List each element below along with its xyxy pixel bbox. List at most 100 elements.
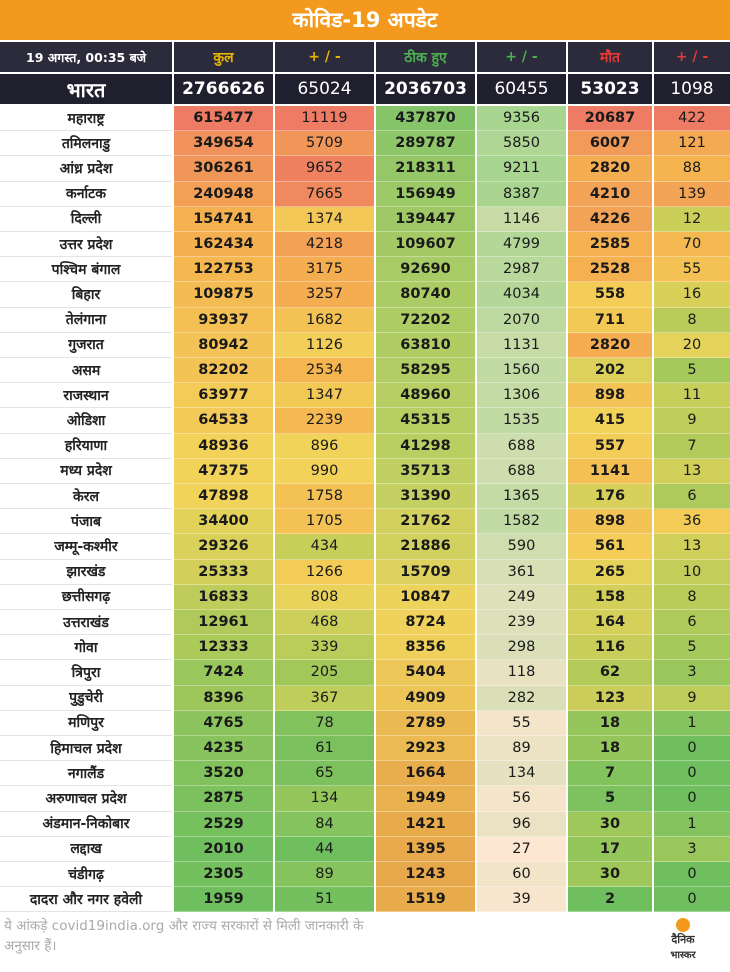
cell-recovered-change: 239 bbox=[477, 610, 566, 636]
cell-deaths: 164 bbox=[568, 610, 652, 636]
cell-total-change: 468 bbox=[275, 610, 374, 636]
cell-deaths-change: 1 bbox=[654, 710, 730, 736]
cell-deaths-change: 139 bbox=[654, 181, 730, 207]
state-name: हरियाणा bbox=[0, 433, 172, 459]
cell-total-change: 2534 bbox=[275, 358, 374, 384]
cell-recovered: 218311 bbox=[376, 156, 475, 182]
cell-total-change: 9652 bbox=[275, 156, 374, 182]
header-recovered-change: + / - bbox=[477, 42, 566, 72]
cell-deaths: 2820 bbox=[568, 156, 652, 182]
table-row: गुजरात 80942 1126 63810 1131 2820 20 bbox=[0, 332, 730, 358]
cell-total: 2010 bbox=[174, 836, 273, 862]
cell-deaths-change: 3 bbox=[654, 660, 730, 686]
cell-deaths-change: 13 bbox=[654, 534, 730, 560]
cell-recovered: 21886 bbox=[376, 534, 475, 560]
india-deaths: 53023 bbox=[568, 74, 652, 104]
table-row: मणिपुर 4765 78 2789 55 18 1 bbox=[0, 710, 730, 736]
table-row: ओडिशा 64533 2239 45315 1535 415 9 bbox=[0, 408, 730, 434]
cell-deaths: 30 bbox=[568, 862, 652, 888]
cell-recovered-change: 9211 bbox=[477, 156, 566, 182]
header-deaths-change: + / - bbox=[654, 42, 730, 72]
cell-total-change: 51 bbox=[275, 887, 374, 913]
cell-total: 4765 bbox=[174, 710, 273, 736]
table-row: अंडमान-निकोबार 2529 84 1421 96 30 1 bbox=[0, 811, 730, 837]
cell-recovered-change: 1560 bbox=[477, 358, 566, 384]
cell-deaths-change: 20 bbox=[654, 332, 730, 358]
page-title: कोविड-19 अपडेट bbox=[0, 0, 730, 40]
cell-deaths-change: 9 bbox=[654, 685, 730, 711]
cell-total-change: 7665 bbox=[275, 181, 374, 207]
cell-deaths: 4226 bbox=[568, 206, 652, 232]
table-row: आंध्र प्रदेश 306261 9652 218311 9211 2820 88 bbox=[0, 156, 730, 182]
cell-deaths: 415 bbox=[568, 408, 652, 434]
cell-deaths: 62 bbox=[568, 660, 652, 686]
cell-deaths: 5 bbox=[568, 786, 652, 812]
cell-recovered: 15709 bbox=[376, 559, 475, 585]
cell-total: 2529 bbox=[174, 811, 273, 837]
cell-recovered: 8724 bbox=[376, 610, 475, 636]
cell-deaths: 4210 bbox=[568, 181, 652, 207]
cell-deaths-change: 0 bbox=[654, 736, 730, 762]
table-row: हिमाचल प्रदेश 4235 61 2923 89 18 0 bbox=[0, 736, 730, 762]
header-recovered: ठीक हुए bbox=[376, 42, 475, 72]
cell-total: 1959 bbox=[174, 887, 273, 913]
cell-recovered-change: 55 bbox=[477, 710, 566, 736]
table-row: लद्दाख 2010 44 1395 27 17 3 bbox=[0, 836, 730, 862]
cell-total-change: 134 bbox=[275, 786, 374, 812]
cell-recovered: 139447 bbox=[376, 206, 475, 232]
cell-recovered: 45315 bbox=[376, 408, 475, 434]
cell-total: 2305 bbox=[174, 862, 273, 888]
state-name: केरल bbox=[0, 484, 172, 510]
cell-recovered: 1519 bbox=[376, 887, 475, 913]
cell-recovered: 92690 bbox=[376, 257, 475, 283]
cell-recovered-change: 27 bbox=[477, 836, 566, 862]
table-row: चंडीगढ़ 2305 89 1243 60 30 0 bbox=[0, 862, 730, 888]
state-name: राजस्थान bbox=[0, 383, 172, 409]
cell-total: 34400 bbox=[174, 509, 273, 535]
state-name: ओडिशा bbox=[0, 408, 172, 434]
cell-deaths: 265 bbox=[568, 559, 652, 585]
cell-total: 109875 bbox=[174, 282, 273, 308]
cell-deaths-change: 36 bbox=[654, 509, 730, 535]
state-name: पश्चिम बंगाल bbox=[0, 257, 172, 283]
india-name: भारत bbox=[0, 74, 172, 104]
cell-recovered: 41298 bbox=[376, 433, 475, 459]
cell-deaths: 123 bbox=[568, 685, 652, 711]
cell-deaths: 116 bbox=[568, 635, 652, 661]
cell-deaths-change: 3 bbox=[654, 836, 730, 862]
state-name: उत्तराखंड bbox=[0, 610, 172, 636]
cell-total-change: 4218 bbox=[275, 232, 374, 258]
table-row: नगालैंड 3520 65 1664 134 7 0 bbox=[0, 761, 730, 787]
cell-total-change: 78 bbox=[275, 710, 374, 736]
cell-deaths-change: 70 bbox=[654, 232, 730, 258]
state-name: गुजरात bbox=[0, 332, 172, 358]
state-name: चंडीगढ़ bbox=[0, 862, 172, 888]
cell-deaths: 2528 bbox=[568, 257, 652, 283]
table-row: बिहार 109875 3257 80740 4034 558 16 bbox=[0, 282, 730, 308]
state-name: पंजाब bbox=[0, 509, 172, 535]
cell-total: 3520 bbox=[174, 761, 273, 787]
cell-total: 82202 bbox=[174, 358, 273, 384]
table-row: केरल 47898 1758 31390 1365 176 6 bbox=[0, 484, 730, 510]
cell-recovered: 109607 bbox=[376, 232, 475, 258]
cell-deaths: 2820 bbox=[568, 332, 652, 358]
cell-deaths-change: 9 bbox=[654, 408, 730, 434]
cell-recovered: 21762 bbox=[376, 509, 475, 535]
cell-recovered-change: 2070 bbox=[477, 307, 566, 333]
cell-recovered-change: 2987 bbox=[477, 257, 566, 283]
cell-total-change: 2239 bbox=[275, 408, 374, 434]
cell-recovered: 80740 bbox=[376, 282, 475, 308]
cell-recovered: 437870 bbox=[376, 106, 475, 132]
cell-recovered: 2923 bbox=[376, 736, 475, 762]
cell-total-change: 1266 bbox=[275, 559, 374, 585]
cell-total-change: 990 bbox=[275, 458, 374, 484]
cell-recovered-change: 56 bbox=[477, 786, 566, 812]
cell-recovered-change: 96 bbox=[477, 811, 566, 837]
cell-total: 2875 bbox=[174, 786, 273, 812]
state-name: गोवा bbox=[0, 635, 172, 661]
cell-deaths-change: 8 bbox=[654, 584, 730, 610]
cell-total: 7424 bbox=[174, 660, 273, 686]
cell-recovered-change: 5850 bbox=[477, 131, 566, 157]
state-name: तेलंगाना bbox=[0, 307, 172, 333]
cell-total-change: 5709 bbox=[275, 131, 374, 157]
